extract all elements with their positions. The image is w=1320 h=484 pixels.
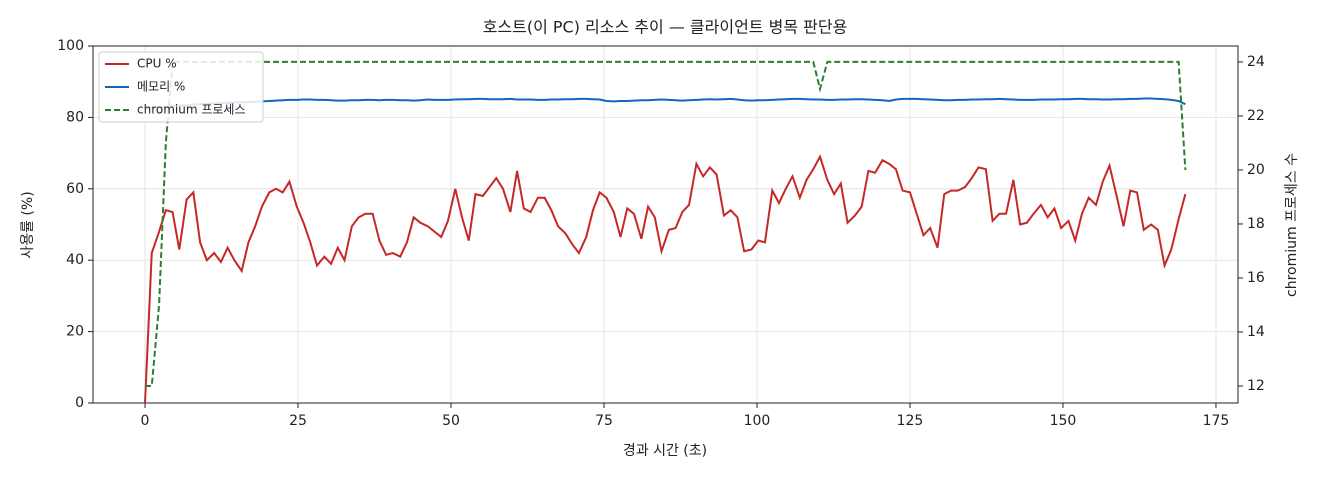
x-tick-label: 25 [289, 413, 307, 429]
plot-frame [92, 45, 1239, 404]
y2-axis-label: chromium 프로세스 수 [1284, 153, 1300, 297]
series-line [145, 60, 1187, 387]
legend-label: 메모리 % [137, 80, 185, 94]
y2-tick-label: 24 [1247, 54, 1265, 70]
x-axis-label: 경과 시간 (초) [623, 443, 707, 459]
x-tick-label: 50 [442, 413, 460, 429]
chart-title: 호스트(이 PC) 리소스 추이 — 클라이언트 병목 판단용 [483, 18, 848, 37]
legend-label: chromium 프로세스 [137, 103, 246, 117]
y-tick-label: 100 [57, 38, 84, 54]
y2-tick-label: 18 [1247, 216, 1265, 232]
y-tick-label: 80 [66, 109, 84, 125]
y-axis-label: 사용률 (%) [20, 191, 36, 258]
x-tick-label: 150 [1050, 413, 1077, 429]
y2-tick-label: 14 [1247, 324, 1265, 340]
y2-tick-label: 12 [1247, 378, 1265, 394]
x-tick-label: 100 [744, 413, 771, 429]
legend-box [98, 51, 264, 123]
x-tick-label: 75 [595, 413, 613, 429]
series-line [144, 97, 1186, 110]
y-tick-label: 40 [66, 252, 84, 268]
series-line [144, 154, 1187, 404]
legend-label: CPU % [137, 57, 177, 71]
x-tick-label: 175 [1203, 413, 1230, 429]
y-tick-label: 20 [66, 324, 84, 340]
y2-tick-label: 22 [1247, 108, 1265, 124]
x-tick-label: 0 [141, 413, 150, 429]
y2-tick-label: 16 [1247, 270, 1265, 286]
x-tick-label: 125 [897, 413, 924, 429]
y2-tick-label: 20 [1247, 162, 1265, 178]
y-tick-label: 60 [66, 181, 84, 197]
y-tick-label: 0 [75, 395, 84, 411]
